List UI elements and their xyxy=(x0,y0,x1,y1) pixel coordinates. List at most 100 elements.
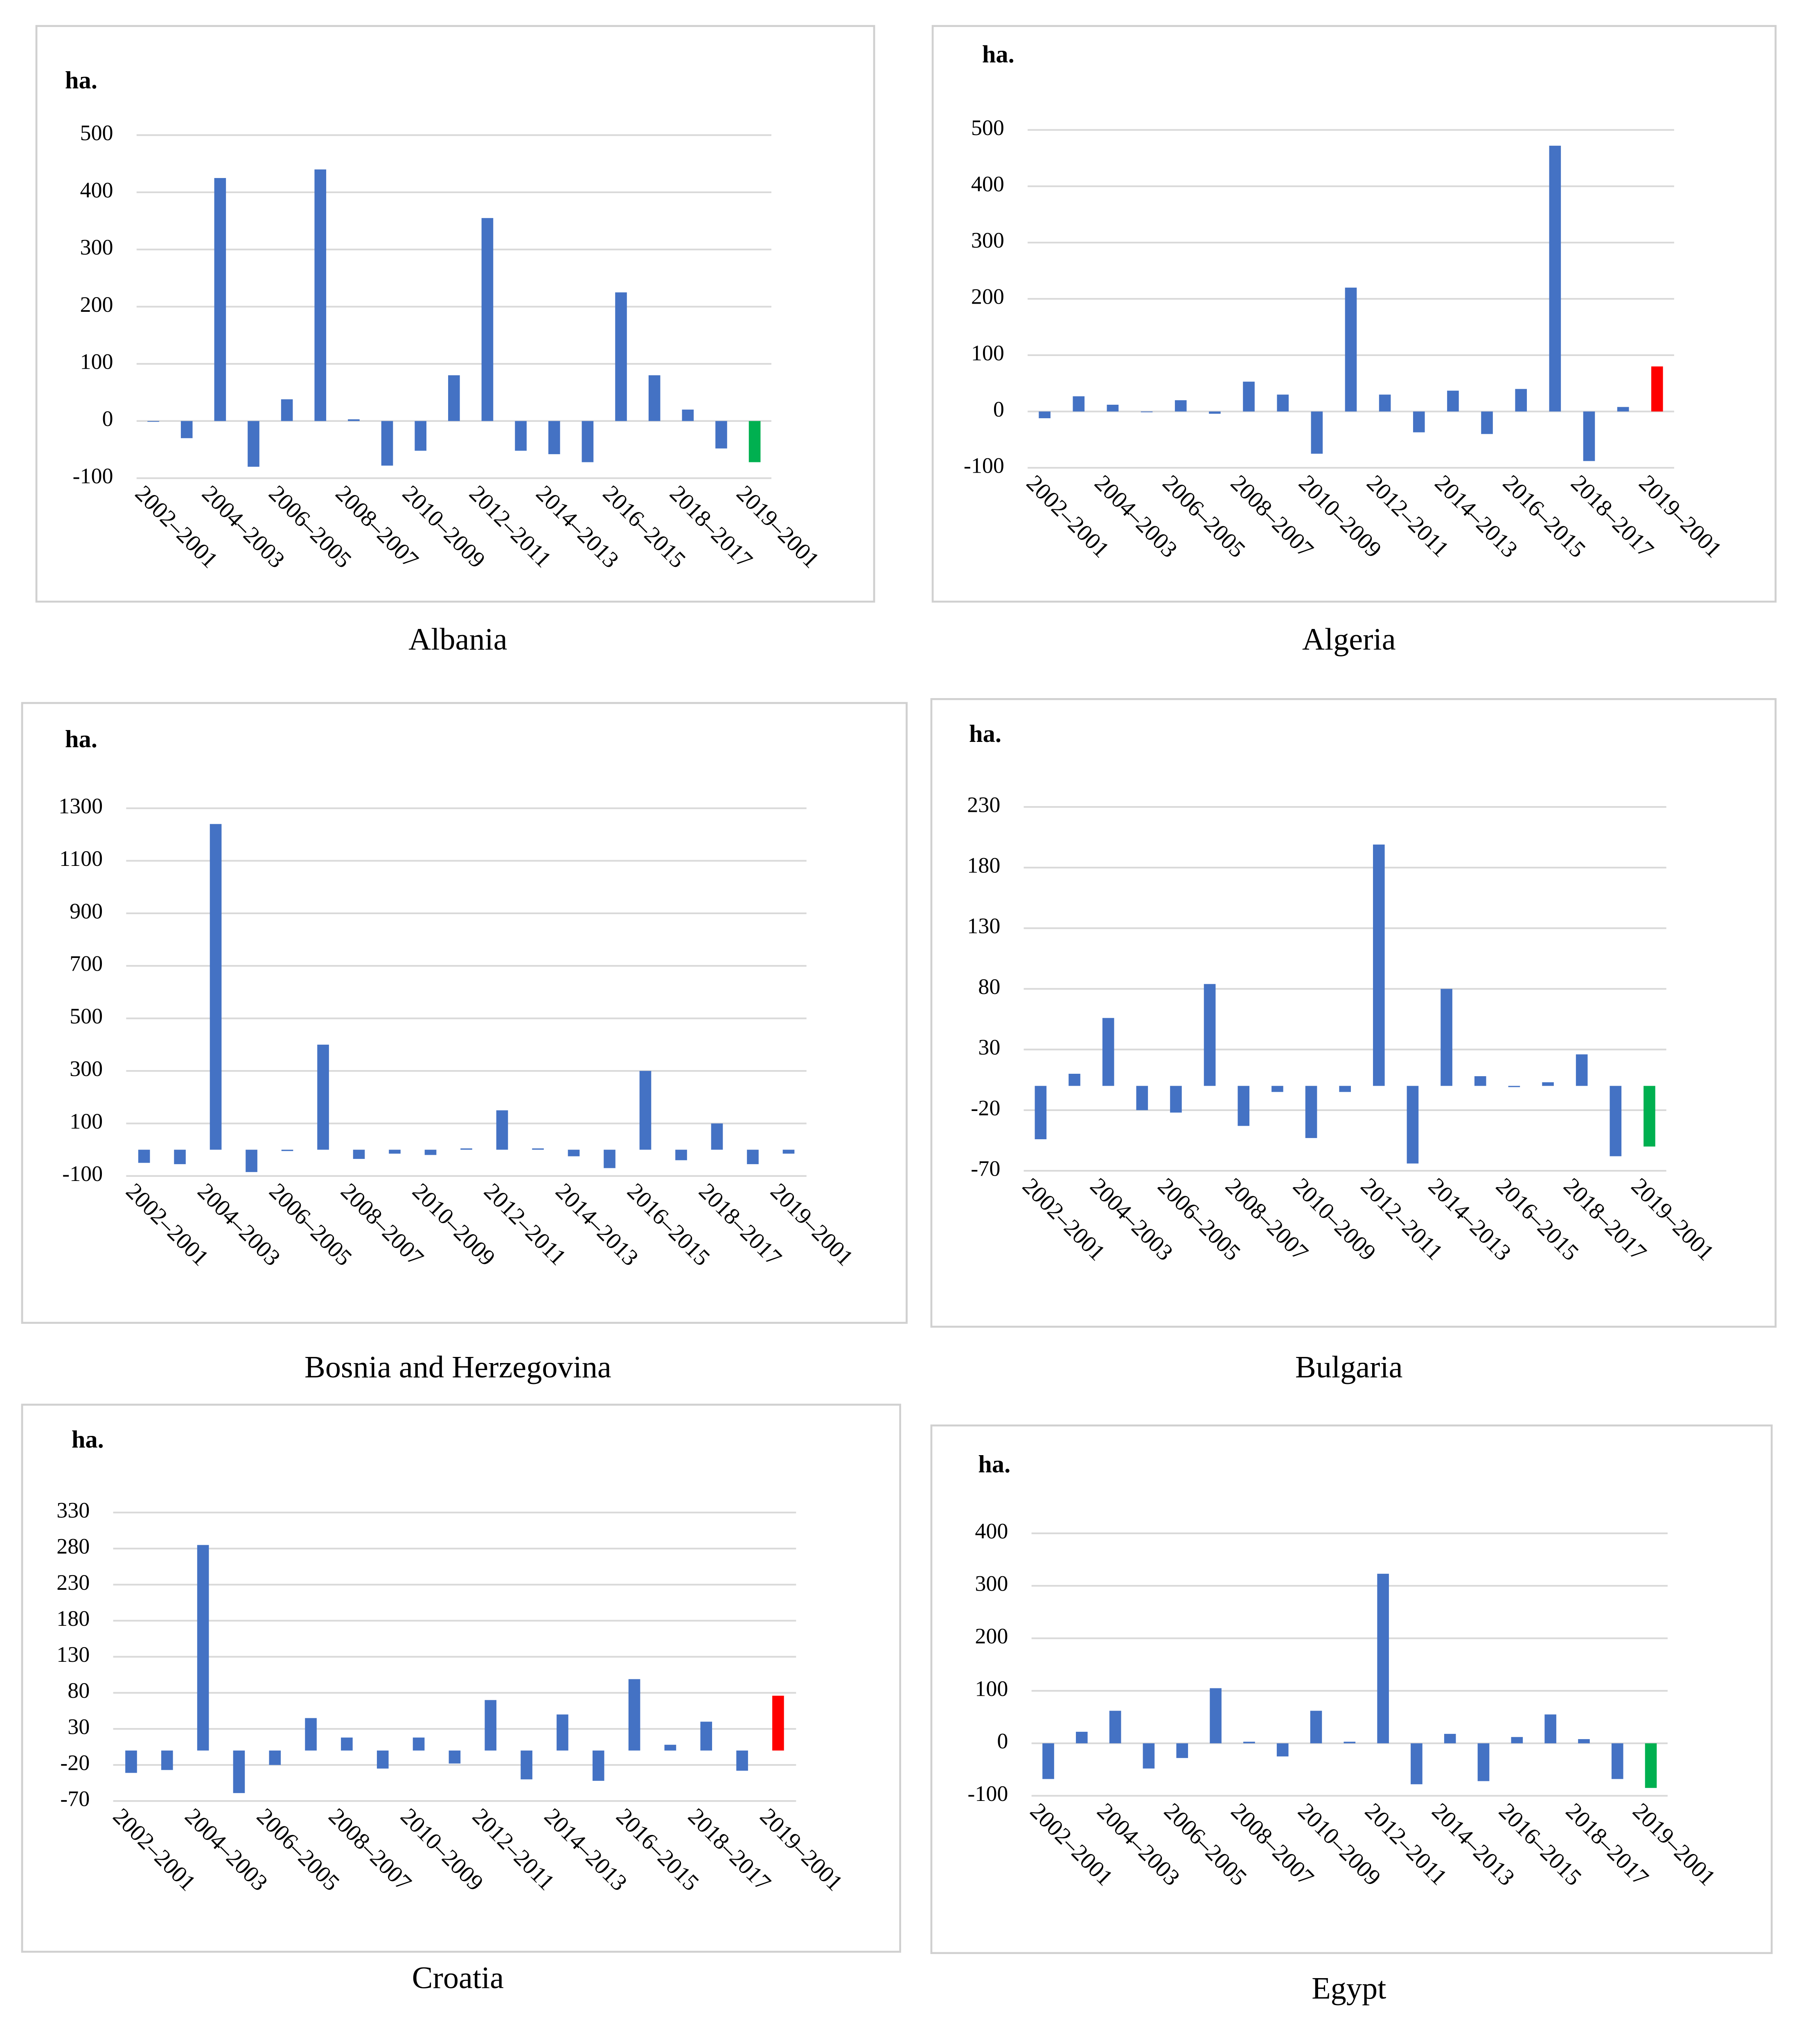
bar xyxy=(413,1738,425,1751)
bar xyxy=(174,1149,186,1164)
bar xyxy=(1210,1688,1222,1744)
bar xyxy=(648,375,661,421)
bar xyxy=(449,1750,461,1764)
bar xyxy=(138,1149,150,1163)
bar xyxy=(736,1750,748,1771)
bar xyxy=(1069,1073,1080,1086)
y-tick-label: -100 xyxy=(964,453,1004,478)
y-tick-label: 1100 xyxy=(59,846,103,871)
y-tick-label: 200 xyxy=(971,284,1004,309)
bar xyxy=(180,421,193,438)
bar xyxy=(1035,1086,1047,1140)
y-tick-label: 230 xyxy=(56,1570,90,1595)
y-tick-label: 1300 xyxy=(59,794,103,818)
chart-frame xyxy=(930,1424,1773,1954)
bar xyxy=(1276,1743,1289,1757)
bar xyxy=(1039,411,1051,419)
y-tick-label: 100 xyxy=(70,1109,103,1134)
bar xyxy=(1511,1737,1523,1744)
y-tick-label: 80 xyxy=(978,974,1000,999)
y-tick-label: 400 xyxy=(971,172,1004,196)
bar xyxy=(1611,1743,1623,1779)
bar xyxy=(582,421,594,462)
y-tick-label: 900 xyxy=(70,899,103,923)
bar xyxy=(639,1071,652,1150)
y-tick-label: 300 xyxy=(80,235,113,259)
y-tick-label: 500 xyxy=(80,121,113,145)
bar xyxy=(1544,1714,1556,1744)
bar xyxy=(317,1044,329,1150)
bar xyxy=(1411,1743,1423,1785)
y-axis-label: ha. xyxy=(982,41,1014,68)
y-axis-label: ha. xyxy=(65,726,97,753)
bar xyxy=(147,421,159,422)
bar xyxy=(161,1750,173,1770)
bar xyxy=(1243,381,1255,412)
y-tick-label: 130 xyxy=(56,1642,90,1667)
chart-frame xyxy=(931,25,1777,603)
y-tick-label: 280 xyxy=(56,1534,90,1559)
bar xyxy=(1578,1739,1590,1744)
bar xyxy=(1542,1082,1554,1086)
chart-frame xyxy=(21,702,908,1324)
bar xyxy=(521,1750,532,1780)
y-tick-label: -20 xyxy=(971,1095,1000,1120)
y-tick-label: -20 xyxy=(60,1750,90,1775)
bar xyxy=(700,1722,712,1751)
bar xyxy=(592,1750,604,1781)
bar xyxy=(1610,1086,1622,1156)
chart-title: Egypt xyxy=(1312,1971,1386,2006)
bar xyxy=(1447,390,1459,412)
bar xyxy=(615,292,627,421)
y-tick-label: -100 xyxy=(73,464,113,488)
chart-title: Bulgaria xyxy=(1295,1350,1403,1384)
bar xyxy=(1243,1742,1255,1744)
bar xyxy=(381,421,393,466)
bar xyxy=(1477,1743,1490,1781)
bar xyxy=(1643,1086,1655,1147)
bar xyxy=(1102,1018,1114,1086)
y-tick-label: 180 xyxy=(967,853,1000,878)
bar xyxy=(1311,411,1323,454)
bar xyxy=(664,1744,676,1751)
bar xyxy=(1583,411,1595,461)
y-tick-label: -100 xyxy=(967,1781,1008,1806)
bar xyxy=(748,421,761,462)
y-tick-label: 130 xyxy=(967,914,1000,938)
y-tick-label: 300 xyxy=(971,228,1004,252)
bar xyxy=(515,421,527,451)
y-tick-label: -70 xyxy=(971,1156,1000,1181)
y-tick-label: 0 xyxy=(102,406,113,431)
bar xyxy=(1345,287,1357,412)
bar xyxy=(281,1149,293,1151)
bar xyxy=(1339,1086,1351,1092)
bar xyxy=(715,421,727,448)
chart-title: Croatia xyxy=(412,1961,504,1995)
bar xyxy=(233,1750,245,1793)
bar xyxy=(1109,1710,1121,1744)
bar xyxy=(248,421,259,467)
y-tick-label: 200 xyxy=(80,292,113,317)
chart-frame xyxy=(35,25,875,603)
bar xyxy=(1310,1710,1322,1744)
bar xyxy=(1651,366,1663,412)
bar xyxy=(415,421,426,451)
bar xyxy=(1413,411,1425,433)
bar xyxy=(1474,1076,1486,1086)
bar xyxy=(1204,984,1216,1086)
bar xyxy=(496,1110,508,1150)
bar xyxy=(548,421,560,454)
y-tick-label: 100 xyxy=(971,340,1004,365)
bar xyxy=(1441,989,1452,1086)
bar xyxy=(197,1545,209,1751)
bar xyxy=(1042,1743,1054,1779)
bar xyxy=(1576,1054,1588,1086)
y-tick-label: 180 xyxy=(56,1606,90,1631)
bar xyxy=(353,1149,365,1159)
chart-title: Bosnia and Herzegovina xyxy=(304,1350,611,1384)
bar xyxy=(314,169,327,421)
y-axis-label: ha. xyxy=(978,1451,1010,1478)
y-tick-label: 330 xyxy=(56,1498,90,1523)
bar xyxy=(281,399,293,421)
